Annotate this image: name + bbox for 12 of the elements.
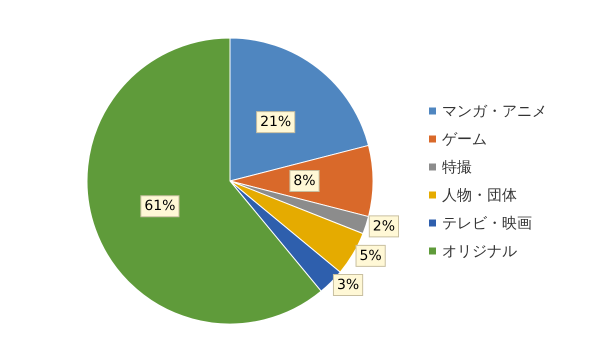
legend-label: ゲーム xyxy=(442,130,487,148)
data-label: 21% xyxy=(260,114,292,130)
data-label: 3% xyxy=(336,276,360,293)
data-label: 61% xyxy=(144,198,176,214)
data-label: 2% xyxy=(372,218,396,234)
legend-label: オリジナル xyxy=(442,242,517,260)
data-label: 8% xyxy=(293,173,316,189)
legend-label: 人物・団体 xyxy=(442,186,517,204)
data-label: 5% xyxy=(360,248,382,264)
legend-label: 特撮 xyxy=(442,158,472,176)
legend-label: テレビ・映画 xyxy=(442,214,532,232)
legend-label: マンガ・アニメ xyxy=(442,102,547,120)
